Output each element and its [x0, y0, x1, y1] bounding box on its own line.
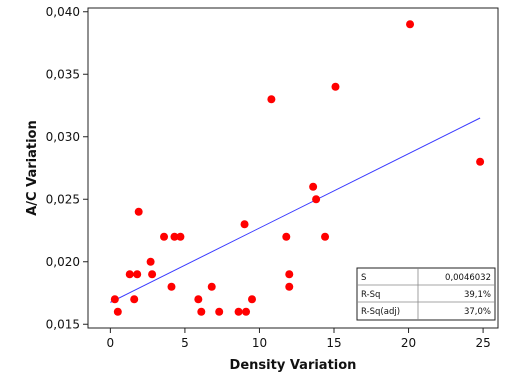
- data-point: [285, 270, 294, 279]
- data-point: [207, 282, 216, 291]
- data-point: [282, 232, 291, 241]
- data-point: [215, 307, 224, 316]
- data-point: [134, 207, 143, 216]
- y-tick-label: 0,040: [46, 5, 80, 19]
- stats-label: S: [361, 273, 366, 283]
- y-tick-label: 0,035: [46, 67, 80, 81]
- y-tick-label: 0,025: [46, 192, 80, 206]
- data-point: [321, 232, 330, 241]
- data-point: [242, 307, 251, 316]
- x-tick-label: 25: [475, 336, 490, 350]
- data-point: [285, 282, 294, 291]
- data-point: [267, 95, 276, 104]
- x-tick-label: 0: [107, 336, 115, 350]
- data-point: [476, 157, 485, 166]
- data-point: [113, 307, 122, 316]
- stats-box: S 0,0046032 R-Sq 39,1% R-Sq(adj) 37,0%: [356, 267, 496, 321]
- y-axis-title: A/C Variation: [25, 120, 40, 216]
- x-axis-title: Density Variation: [230, 358, 357, 373]
- data-point: [309, 182, 318, 191]
- data-point: [146, 257, 155, 266]
- y-tick-label: 0,020: [46, 255, 80, 269]
- data-point: [312, 195, 321, 204]
- y-tick-label: 0,030: [46, 130, 80, 144]
- stats-value: 39,1%: [464, 290, 491, 300]
- stats-label: R-Sq(adj): [361, 307, 400, 317]
- regression-fit-line: [110, 117, 481, 303]
- data-point: [248, 295, 256, 304]
- stats-value: 37,0%: [464, 307, 491, 317]
- data-point: [176, 232, 185, 241]
- data-point: [240, 220, 249, 229]
- stats-value: 0,0046032: [445, 273, 491, 283]
- y-axis: 0,015 0,020 0,025 0,030 0,035 0,040: [46, 5, 88, 331]
- x-tick-label: 20: [401, 336, 416, 350]
- data-point: [133, 270, 142, 279]
- data-points: [110, 20, 485, 316]
- data-point: [167, 282, 176, 291]
- x-tick-label: 15: [326, 336, 341, 350]
- data-point: [148, 270, 157, 279]
- data-point: [331, 82, 340, 91]
- stats-label: R-Sq: [361, 290, 380, 300]
- data-point: [125, 270, 134, 279]
- data-point: [194, 295, 203, 304]
- data-point: [170, 232, 179, 241]
- data-point: [160, 232, 169, 241]
- stats-box-frame: [356, 267, 496, 321]
- data-point: [110, 295, 119, 304]
- x-tick-label: 10: [252, 336, 267, 350]
- x-tick-label: 5: [181, 336, 189, 350]
- y-tick-label: 0,015: [46, 317, 80, 331]
- data-point: [130, 295, 139, 304]
- data-point: [234, 307, 243, 316]
- data-point: [406, 20, 415, 29]
- x-axis: 0 5 10 15 20 25: [107, 328, 491, 350]
- data-point: [197, 307, 206, 316]
